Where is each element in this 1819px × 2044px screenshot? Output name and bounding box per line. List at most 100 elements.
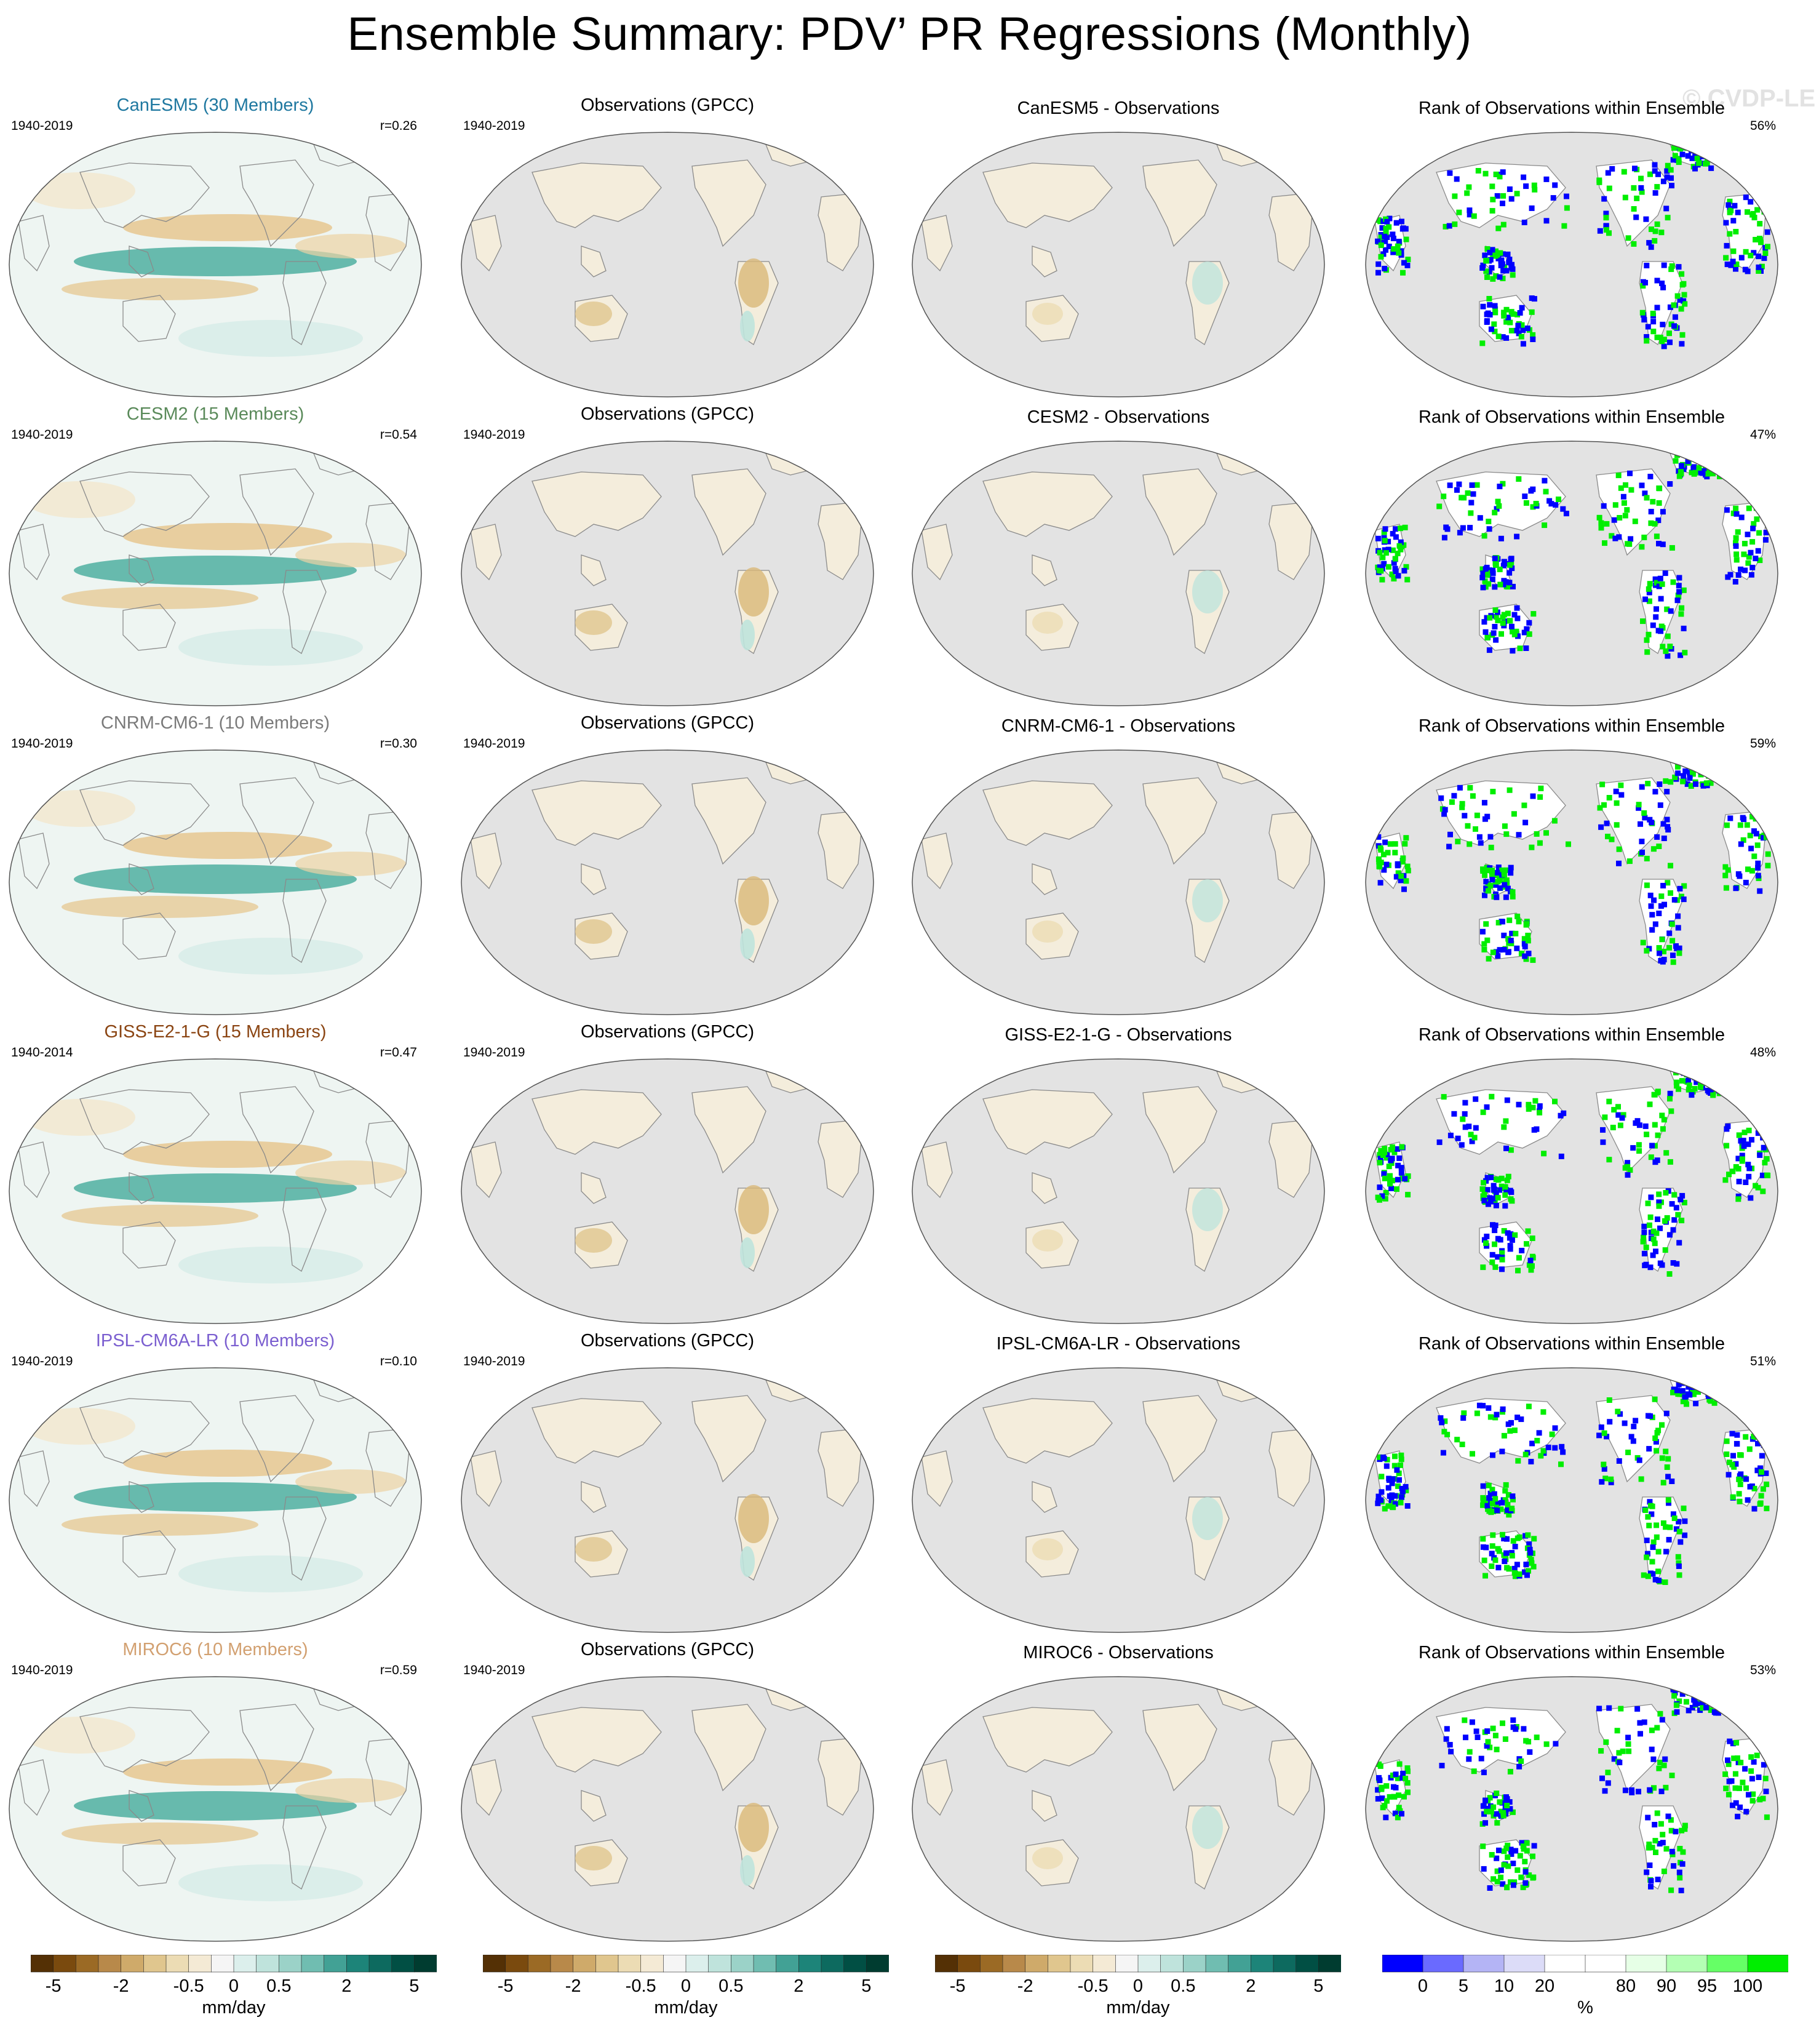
anomaly-eurasia	[25, 172, 135, 209]
rank-cell	[1653, 1439, 1659, 1445]
rank-cell	[1516, 476, 1522, 482]
rank-cell	[1689, 1687, 1695, 1693]
colorbar-swatch	[1160, 1955, 1184, 1973]
rank-cell	[1600, 1127, 1606, 1133]
rank-cell	[1460, 1116, 1466, 1122]
rank-cell	[1508, 870, 1514, 876]
rank-cell	[1516, 1763, 1522, 1770]
rank-cell	[1733, 505, 1739, 511]
rank-cell	[1708, 146, 1714, 153]
rank-cell	[1387, 215, 1393, 222]
rank-cell	[1756, 268, 1762, 274]
rank-cell	[1487, 250, 1493, 256]
rank-cell	[1489, 1563, 1495, 1569]
rank-cell	[1631, 241, 1637, 247]
rank-cell	[1529, 1560, 1535, 1566]
rank-cell	[1382, 1149, 1388, 1156]
rank-cell	[1527, 1550, 1534, 1556]
pattern-correlation: r=0.26	[380, 119, 417, 133]
rank-cell	[1505, 1502, 1511, 1507]
rank-cell	[1377, 845, 1383, 851]
rank-cell	[1651, 1092, 1657, 1098]
rank-cell	[1649, 1845, 1655, 1851]
rank-cell	[1599, 1479, 1605, 1485]
rank-cell	[1650, 622, 1656, 628]
rank-cell	[1644, 1554, 1650, 1560]
rank-cell	[1654, 277, 1660, 284]
rank-cell	[1757, 1465, 1764, 1471]
rank-cell	[1733, 557, 1740, 563]
rank-cell	[1676, 950, 1682, 956]
rank-cell	[1731, 1755, 1737, 1762]
rank-cell	[1466, 1756, 1472, 1762]
rank-cell	[1654, 533, 1660, 540]
rank-cell	[1700, 1705, 1706, 1711]
colorbar-swatch	[165, 1955, 189, 1973]
rank-cell	[1674, 1083, 1680, 1089]
rank-cell	[1762, 507, 1769, 513]
rank-cell	[1452, 193, 1458, 199]
coastline	[581, 554, 607, 586]
rank-cell	[1390, 1504, 1396, 1511]
colorbar-tick-label: 2	[1246, 1976, 1256, 1996]
rank-cell	[1640, 618, 1646, 625]
rank-cell	[1380, 554, 1386, 561]
anomaly-dry-band-north	[123, 1141, 332, 1168]
rank-cell	[1671, 1192, 1678, 1198]
rank-cell	[1682, 1518, 1688, 1524]
colorbar-swatch	[1273, 1955, 1297, 1973]
obs-anomaly-south-america	[738, 1494, 769, 1543]
rank-cell	[1383, 1189, 1389, 1196]
rank-cell	[1753, 831, 1759, 837]
rank-cell	[1525, 932, 1531, 938]
rank-cell	[1741, 551, 1747, 557]
anomaly-eurasia	[25, 1099, 135, 1136]
rank-cell	[1481, 570, 1487, 577]
rank-cell	[1648, 903, 1654, 909]
rank-cell	[1503, 1187, 1509, 1193]
rank-cell	[1395, 1176, 1401, 1183]
rank-cell	[1676, 1560, 1682, 1566]
rank-cell	[1741, 1143, 1747, 1149]
rank-cell	[1647, 1413, 1653, 1419]
rank-cell	[1501, 1862, 1507, 1868]
rank-cell	[1467, 1749, 1473, 1755]
coastline	[122, 912, 176, 960]
rank-cell	[1756, 254, 1762, 260]
rank-cell	[1687, 1392, 1693, 1398]
rank-cell	[1693, 781, 1698, 787]
rank-cell	[1392, 1810, 1398, 1816]
rank-cell	[1755, 860, 1761, 866]
rank-cell	[1497, 581, 1503, 588]
rank-cell	[1751, 521, 1757, 527]
map-content	[9, 1368, 421, 1632]
rank-cell	[1751, 1485, 1757, 1491]
rank-cell	[1393, 569, 1399, 574]
rank-cell	[1606, 1705, 1612, 1711]
rank-cell	[1675, 925, 1681, 931]
coastline	[470, 1450, 502, 1507]
rank-cell	[1719, 1705, 1725, 1711]
rank-cell	[1505, 1173, 1511, 1180]
rank-cell	[1662, 1247, 1668, 1253]
anomaly-wet-band-equator	[74, 247, 357, 276]
rank-cell	[1664, 789, 1670, 795]
rank-cell	[1510, 648, 1516, 654]
rank-cell	[1763, 822, 1769, 828]
rank-cell	[1755, 865, 1761, 871]
rank-cell	[1760, 1486, 1766, 1492]
rank-cell	[1526, 620, 1532, 626]
rank-cell	[1393, 1784, 1399, 1790]
rank-cell	[1508, 1231, 1514, 1237]
rank-cell	[1382, 547, 1388, 553]
rank-cell	[1641, 1229, 1647, 1236]
rank-cell	[1543, 176, 1550, 182]
rank-cell	[1740, 1779, 1746, 1786]
rank-cell	[1536, 1430, 1542, 1436]
rank-cell	[1748, 549, 1754, 556]
rank-cell	[1651, 897, 1657, 903]
rank-cell	[1617, 515, 1623, 521]
anomaly-dry-band-south	[62, 1514, 258, 1536]
coastline	[18, 832, 50, 890]
rank-cell	[1652, 1838, 1658, 1844]
